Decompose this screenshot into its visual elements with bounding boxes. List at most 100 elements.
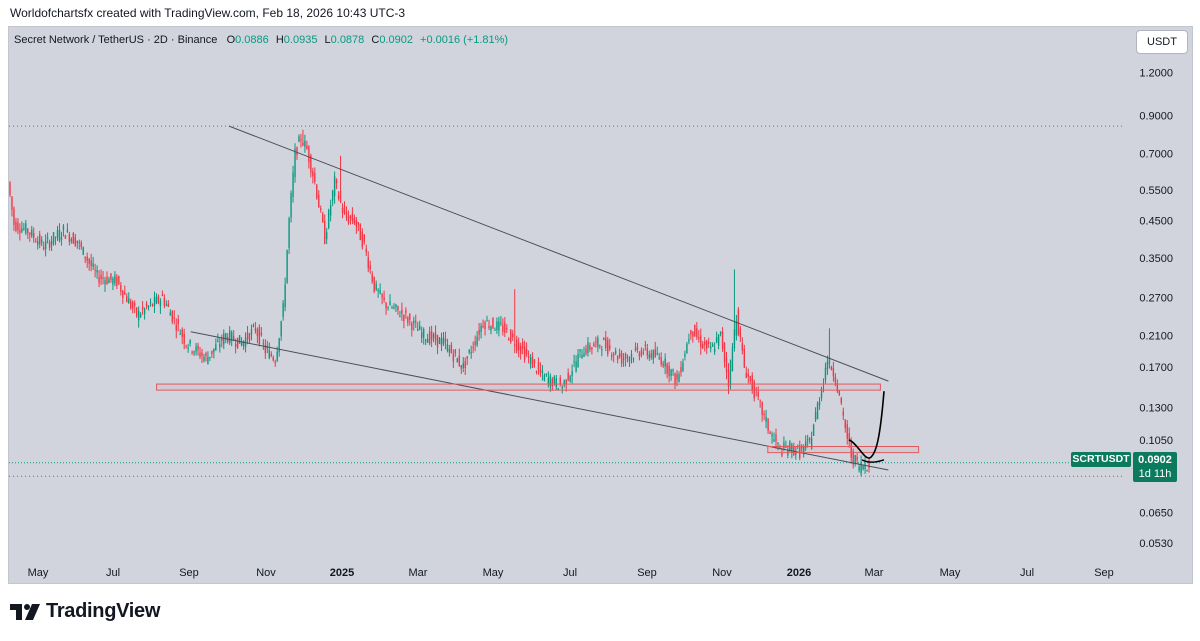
candle-body	[717, 334, 720, 346]
candle-body	[432, 334, 435, 338]
candle-body	[599, 345, 601, 347]
candle-body	[664, 358, 666, 367]
candle-body	[810, 437, 813, 450]
x-axis-tick-label: 2026	[787, 567, 811, 579]
projection-drawing-base[interactable]	[861, 459, 885, 463]
chart-area[interactable]	[8, 26, 1193, 584]
candle-body	[793, 446, 795, 455]
resistance-zone[interactable]	[156, 383, 881, 391]
candle-body	[262, 343, 265, 345]
candle-body	[132, 301, 134, 309]
candle-body	[288, 218, 290, 249]
candle-body	[78, 242, 80, 244]
candle-body	[676, 373, 678, 380]
currency-selector-button[interactable]: USDT	[1136, 30, 1188, 54]
y-axis-tick-label: 0.0530	[1139, 538, 1173, 550]
candle-body	[137, 310, 140, 321]
candle-body	[650, 353, 652, 358]
candle-body	[486, 320, 488, 322]
candle-body	[189, 339, 191, 344]
candle-body	[757, 391, 759, 397]
candle-body	[472, 347, 474, 349]
change-value: +0.0016 (+1.81%)	[420, 34, 509, 46]
candle-body	[393, 306, 395, 309]
candle-body	[519, 346, 522, 354]
candle-body	[547, 377, 550, 385]
candle-body	[434, 332, 437, 341]
candle-body	[866, 470, 868, 472]
candle-body	[46, 237, 49, 239]
candle-body	[597, 338, 599, 347]
candle-body	[385, 302, 387, 309]
candle-body	[219, 343, 221, 348]
candle-body	[280, 321, 282, 337]
candle-body	[11, 196, 13, 210]
y-axis-tick-label: 0.0650	[1139, 507, 1173, 519]
candle-body	[38, 234, 41, 245]
candle-body	[446, 344, 449, 351]
candle-body	[347, 216, 350, 223]
candle-body	[773, 439, 775, 442]
candle-body	[325, 232, 328, 240]
candle-body	[215, 344, 217, 351]
candle-body	[9, 182, 11, 196]
candle-body	[856, 456, 858, 461]
candle-body	[379, 290, 381, 294]
candle-body	[737, 309, 740, 335]
candle-body	[428, 331, 431, 344]
candle-body	[209, 356, 211, 358]
candle-body	[476, 336, 478, 345]
candle-body	[607, 340, 609, 355]
candle-body	[35, 241, 37, 243]
candle-body	[521, 341, 524, 349]
candle-body	[134, 303, 136, 306]
y-axis-tick-label: 1.2000	[1139, 67, 1173, 79]
candle-body	[763, 413, 765, 415]
candle-body	[397, 305, 399, 311]
candle-body	[74, 237, 77, 247]
candle-body	[864, 464, 866, 470]
candle-body	[478, 329, 480, 335]
candle-body	[252, 325, 255, 327]
candle-body	[120, 285, 122, 292]
candle-body	[846, 424, 848, 439]
candle-body	[634, 348, 637, 351]
candle-body	[357, 222, 360, 225]
candle-body	[605, 337, 607, 349]
candle-body	[504, 322, 506, 333]
candle-body	[76, 240, 78, 244]
candle-body	[826, 361, 829, 370]
open-label: O	[226, 34, 236, 46]
projection-drawing[interactable]	[848, 391, 885, 459]
trendline-upper[interactable]	[228, 125, 889, 382]
candle-body	[614, 350, 617, 354]
candle-body	[195, 346, 197, 352]
candle-body	[108, 279, 110, 284]
candle-body	[337, 195, 340, 199]
candle-body	[112, 278, 114, 285]
candle-body	[569, 375, 571, 382]
x-axis-tick-label: Nov	[712, 567, 732, 579]
candle-body	[122, 290, 124, 299]
support-zone[interactable]	[767, 445, 920, 454]
candle-body	[616, 356, 619, 360]
candle-body	[733, 329, 736, 349]
candle-body	[62, 225, 65, 231]
candle-body	[682, 362, 684, 371]
candle-body	[658, 357, 660, 359]
candle-body	[567, 372, 569, 381]
candle-body	[759, 400, 761, 402]
legend-symbol[interactable]: Secret Network / TetherUS · 2D · Binance	[14, 34, 218, 46]
candle-body	[54, 237, 57, 239]
candle-body	[308, 146, 310, 163]
candle-body	[573, 361, 575, 363]
candle-body	[316, 184, 318, 199]
x-axis-tick-label: Sep	[1094, 567, 1114, 579]
candle-body	[660, 357, 662, 365]
candle-body	[381, 293, 383, 298]
candle-body	[527, 356, 530, 358]
tradingview-logo[interactable]: TradingView	[10, 600, 160, 623]
candle-body	[225, 333, 227, 340]
candle-body	[422, 329, 425, 338]
